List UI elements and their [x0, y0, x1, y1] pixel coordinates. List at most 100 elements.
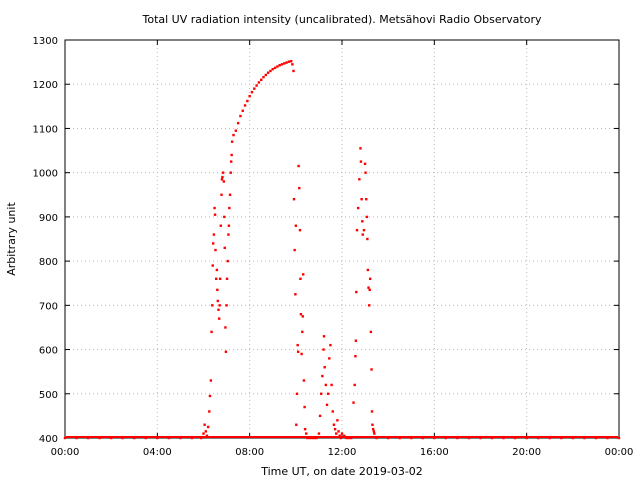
data-point	[353, 383, 356, 387]
data-point	[502, 436, 505, 440]
data-point	[230, 160, 233, 163]
data-point	[315, 436, 318, 440]
y-tick-label: 1100	[33, 124, 58, 135]
data-point	[371, 427, 375, 431]
data-point	[144, 436, 147, 440]
data-point	[371, 423, 374, 426]
x-tick-label: 20:00	[512, 447, 541, 458]
data-point	[306, 436, 309, 440]
data-point	[583, 436, 586, 440]
data-point	[202, 432, 205, 435]
data-point	[337, 430, 340, 433]
data-point	[224, 326, 227, 329]
data-point	[359, 147, 362, 150]
data-point	[225, 277, 229, 280]
data-point	[287, 60, 291, 63]
y-tick-label: 700	[39, 301, 58, 312]
data-point	[617, 436, 621, 440]
data-point	[360, 198, 363, 201]
data-point	[230, 153, 233, 157]
data-point	[133, 436, 136, 440]
data-point	[343, 434, 346, 437]
data-point	[203, 423, 206, 426]
x-tick-label: 00:00	[605, 447, 634, 458]
data-point	[220, 193, 223, 196]
data-point	[299, 277, 302, 280]
data-point	[211, 242, 215, 245]
data-point	[291, 63, 294, 66]
data-point	[303, 427, 307, 431]
y-tick-label: 1200	[33, 80, 58, 91]
grid-lines	[65, 40, 619, 438]
x-tick-label: 08:00	[235, 447, 264, 458]
data-point	[294, 224, 298, 227]
data-point	[355, 290, 358, 294]
data-point	[331, 410, 334, 413]
data-point	[456, 436, 459, 440]
data-point	[215, 268, 219, 272]
data-point	[606, 436, 609, 440]
data-point	[299, 312, 303, 316]
data-point	[257, 81, 261, 84]
data-point	[356, 206, 360, 210]
x-tick-label: 16:00	[420, 447, 449, 458]
data-point	[271, 67, 274, 71]
data-point	[421, 436, 424, 440]
data-point	[230, 140, 234, 143]
data-point	[298, 228, 302, 232]
data-point	[352, 401, 355, 404]
data-point	[216, 288, 219, 292]
data-point	[301, 315, 304, 318]
data-point	[329, 343, 332, 347]
data-point	[210, 330, 213, 334]
data-point	[361, 220, 364, 223]
data-point	[333, 427, 337, 431]
data-point	[199, 436, 203, 440]
data-point	[217, 308, 220, 311]
data-point	[285, 61, 288, 64]
data-point	[218, 277, 222, 280]
y-tick-label: 500	[39, 390, 58, 401]
data-point	[209, 379, 213, 382]
data-point	[63, 436, 67, 440]
data-point	[211, 304, 214, 307]
data-point	[368, 277, 372, 280]
data-point	[213, 213, 217, 216]
data-point	[216, 299, 220, 303]
data-point	[347, 436, 351, 440]
data-point	[303, 405, 306, 409]
data-point	[236, 121, 240, 125]
axis-ticks: 00:00 04:00 08:00 12:00 16:00 20:00 00:00 400 50…	[33, 36, 634, 458]
data-point	[548, 436, 551, 440]
data-point	[295, 392, 299, 395]
data-point	[322, 348, 325, 351]
data-point	[339, 436, 343, 440]
data-point	[301, 330, 304, 334]
data-point	[336, 419, 339, 422]
data-point	[290, 60, 293, 63]
data-point	[365, 198, 368, 201]
data-point	[232, 133, 235, 137]
data-point	[75, 436, 78, 440]
data-point	[224, 350, 228, 353]
data-point	[340, 432, 344, 435]
x-tick-label: 04:00	[143, 447, 172, 458]
data-point	[560, 436, 563, 440]
data-point	[223, 246, 226, 250]
data-point	[318, 414, 322, 418]
data-point	[156, 436, 159, 440]
data-point	[367, 286, 370, 289]
data-point	[205, 434, 209, 437]
data-point	[361, 233, 364, 236]
data-point	[321, 374, 324, 378]
data-point	[167, 436, 171, 440]
data-point	[372, 430, 376, 433]
data-point	[296, 343, 299, 347]
data-point	[398, 436, 401, 440]
data-point	[228, 206, 231, 210]
data-point	[266, 71, 270, 74]
data-point	[190, 436, 194, 440]
data-point	[227, 233, 230, 236]
